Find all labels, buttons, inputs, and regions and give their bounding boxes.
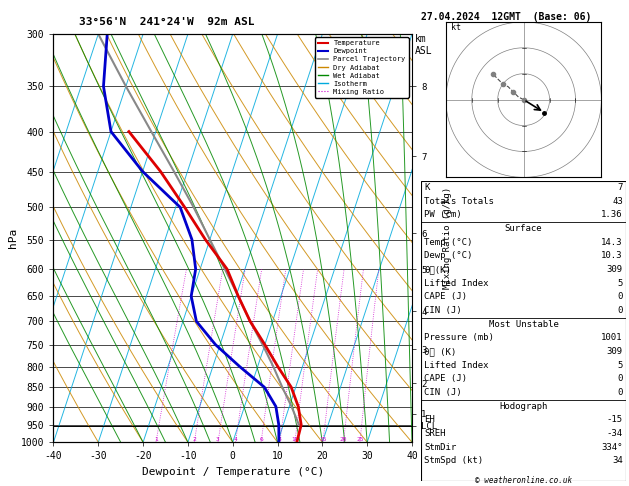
Text: CAPE (J): CAPE (J) [425,293,467,301]
Text: 1001: 1001 [601,333,623,342]
Text: 6: 6 [259,437,263,442]
Text: 20: 20 [340,437,347,442]
Text: Pressure (mb): Pressure (mb) [425,333,494,342]
Text: Temp (°C): Temp (°C) [425,238,473,247]
Text: 0: 0 [618,374,623,383]
Text: 15: 15 [319,437,326,442]
Text: K: K [425,183,430,192]
Text: StmSpd (kt): StmSpd (kt) [425,456,484,465]
Text: 0: 0 [618,293,623,301]
Text: PW (cm): PW (cm) [425,210,462,219]
Text: EH: EH [425,415,435,424]
Text: 0: 0 [618,306,623,315]
Text: 1.36: 1.36 [601,210,623,219]
Text: Totals Totals: Totals Totals [425,197,494,206]
Text: 34: 34 [612,456,623,465]
Text: 43: 43 [612,197,623,206]
Text: 309: 309 [606,347,623,356]
Text: 3: 3 [216,437,220,442]
Text: 334°: 334° [601,443,623,451]
Text: 1: 1 [154,437,158,442]
Text: 309: 309 [606,265,623,274]
Text: 10.3: 10.3 [601,251,623,260]
Text: SREH: SREH [425,429,446,438]
Y-axis label: Mixing Ratio (g/kg): Mixing Ratio (g/kg) [443,187,452,289]
Text: 14.3: 14.3 [601,238,623,247]
Text: -15: -15 [606,415,623,424]
Text: 27.04.2024  12GMT  (Base: 06): 27.04.2024 12GMT (Base: 06) [421,12,592,22]
Text: 7: 7 [618,183,623,192]
Text: © weatheronline.co.uk: © weatheronline.co.uk [475,476,572,485]
Text: Lifted Index: Lifted Index [425,278,489,288]
Text: 33°56'N  241°24'W  92m ASL: 33°56'N 241°24'W 92m ASL [79,17,254,27]
Text: Surface: Surface [505,224,542,233]
Text: 25: 25 [356,437,364,442]
Text: -34: -34 [606,429,623,438]
Text: CIN (J): CIN (J) [425,306,462,315]
Text: CAPE (J): CAPE (J) [425,374,467,383]
Text: θᴇ(K): θᴇ(K) [425,265,452,274]
X-axis label: Dewpoint / Temperature (°C): Dewpoint / Temperature (°C) [142,467,324,477]
Text: StmDir: StmDir [425,443,457,451]
Text: 4: 4 [233,437,237,442]
Text: kt: kt [451,23,461,32]
Text: 5: 5 [618,361,623,369]
Text: Dewp (°C): Dewp (°C) [425,251,473,260]
Text: 5: 5 [618,278,623,288]
Text: Most Unstable: Most Unstable [489,320,559,329]
Text: 10: 10 [291,437,299,442]
Text: 8: 8 [278,437,282,442]
Legend: Temperature, Dewpoint, Parcel Trajectory, Dry Adiabat, Wet Adiabat, Isotherm, Mi: Temperature, Dewpoint, Parcel Trajectory… [314,37,408,98]
Text: Hodograph: Hodograph [499,401,548,411]
Text: 2: 2 [192,437,196,442]
Text: 0: 0 [618,388,623,397]
Text: CIN (J): CIN (J) [425,388,462,397]
Text: θᴇ (K): θᴇ (K) [425,347,457,356]
Text: Lifted Index: Lifted Index [425,361,489,369]
Text: km
ASL: km ASL [415,34,433,55]
Y-axis label: hPa: hPa [8,228,18,248]
